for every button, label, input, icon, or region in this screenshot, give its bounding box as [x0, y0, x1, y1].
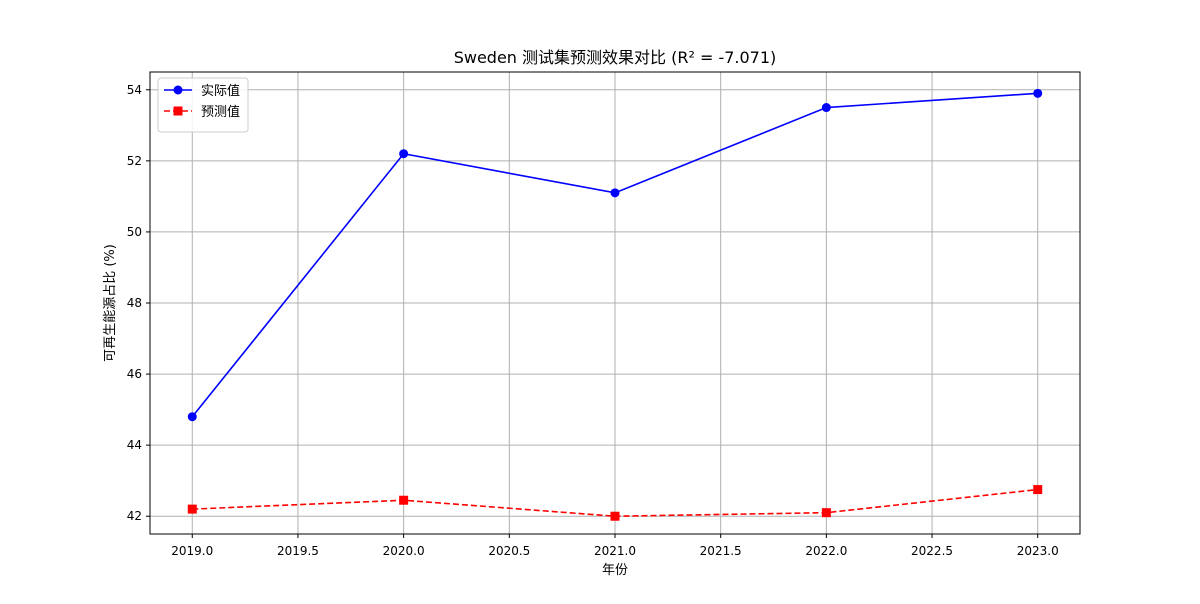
x-tick-label: 2020.0 [383, 544, 425, 558]
chart-title: Sweden 测试集预测效果对比 (R² = -7.071) [454, 48, 777, 67]
x-tick-label: 2022.0 [805, 544, 847, 558]
legend-label-1: 实际值 [201, 83, 240, 99]
series-1-point [399, 149, 409, 159]
legend-marker-1 [173, 85, 183, 95]
series-2-point [187, 504, 197, 514]
grid-layer [150, 72, 1080, 534]
y-tick-label: 48 [127, 296, 142, 310]
y-tick-label: 46 [127, 367, 142, 381]
tick-layer: 2019.0 2019.5 2020.0 2020.5 2021.0 2021.5 2022… [127, 83, 1059, 558]
y-axis-label: 可再生能源占比 (%) [103, 244, 118, 362]
series-1-point [821, 103, 831, 113]
y-tick-label: 54 [127, 83, 142, 97]
series-1-point [610, 188, 620, 198]
series-2-point [610, 511, 620, 521]
y-tick-label: 52 [127, 154, 142, 168]
series-layer [187, 88, 1043, 521]
y-tick-label: 50 [127, 225, 142, 239]
x-tick-label: 2021.0 [594, 544, 636, 558]
x-axis-label: 年份 [602, 563, 628, 578]
x-tick-label: 2019.5 [277, 544, 319, 558]
legend-label-2: 预测值 [201, 104, 240, 120]
series-1-point [187, 412, 197, 422]
series-2-point [1033, 485, 1043, 495]
x-tick-label: 2019.0 [171, 544, 213, 558]
series-2-point [399, 495, 409, 505]
y-tick-label: 44 [127, 438, 142, 452]
x-tick-label: 2020.5 [488, 544, 530, 558]
x-tick-label: 2023.0 [1017, 544, 1059, 558]
series-2-point [821, 508, 831, 518]
series-1-point [1033, 88, 1043, 98]
y-tick-label: 42 [127, 509, 142, 523]
x-tick-label: 2021.5 [700, 544, 742, 558]
x-tick-label: 2022.5 [911, 544, 953, 558]
legend-marker-2 [173, 106, 183, 116]
